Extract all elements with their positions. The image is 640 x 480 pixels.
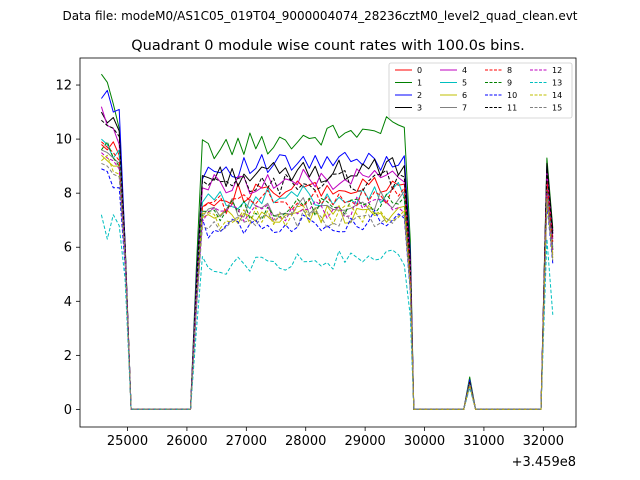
y-tick-label: 2 bbox=[64, 349, 72, 364]
x-tick-label: 31000 bbox=[463, 434, 504, 449]
legend-label-11: 11 bbox=[507, 104, 517, 113]
y-tick-label: 4 bbox=[64, 295, 72, 310]
legend-label-7: 7 bbox=[462, 104, 467, 113]
legend-label-3: 3 bbox=[417, 104, 422, 113]
x-offset-label: +3.459e8 bbox=[512, 455, 576, 470]
series-line-14 bbox=[101, 154, 554, 410]
series-line-11 bbox=[101, 119, 554, 410]
legend-label-15: 15 bbox=[552, 104, 562, 113]
legend-label-13: 13 bbox=[552, 79, 562, 88]
series-line-8 bbox=[101, 141, 554, 410]
legend-label-0: 0 bbox=[417, 66, 422, 75]
plot-area bbox=[80, 58, 576, 427]
y-tick-label: 10 bbox=[55, 133, 72, 148]
x-tick-label: 32000 bbox=[523, 434, 564, 449]
legend-label-8: 8 bbox=[507, 66, 512, 75]
x-tick-label: 29000 bbox=[344, 434, 385, 449]
legend-label-10: 10 bbox=[507, 91, 517, 100]
series-line-1 bbox=[100, 73, 554, 410]
series-line-3 bbox=[100, 111, 554, 410]
legend-label-6: 6 bbox=[462, 91, 467, 100]
y-axis: 0 2 4 6 8 10 12 bbox=[55, 79, 80, 418]
x-tick-label: 26000 bbox=[166, 434, 207, 449]
legend-label-5: 5 bbox=[462, 79, 467, 88]
legend-box bbox=[388, 62, 573, 119]
legend-label-14: 14 bbox=[552, 91, 562, 100]
series-lines bbox=[100, 73, 554, 410]
legend-label-1: 1 bbox=[417, 79, 422, 88]
legend-label-12: 12 bbox=[552, 66, 562, 75]
legend-label-2: 2 bbox=[417, 91, 422, 100]
data-file-suptitle: Data file: modeM0/AS1C05_019T04_90000040… bbox=[62, 9, 577, 23]
y-tick-label: 12 bbox=[55, 79, 72, 94]
chart-title: Quadrant 0 module wise count rates with … bbox=[131, 38, 525, 54]
x-tick-label: 27000 bbox=[226, 434, 267, 449]
series-line-15 bbox=[101, 162, 554, 410]
x-tick-label: 25000 bbox=[107, 434, 148, 449]
plot-frame bbox=[79, 57, 577, 428]
y-tick-label: 6 bbox=[64, 241, 72, 256]
series-line-13 bbox=[100, 214, 554, 410]
y-tick-label: 8 bbox=[64, 187, 72, 202]
x-tick-label: 30000 bbox=[404, 434, 445, 449]
y-tick-label: 0 bbox=[64, 403, 72, 418]
legend-label-4: 4 bbox=[462, 66, 467, 75]
x-tick-label: 28000 bbox=[285, 434, 326, 449]
x-axis: 25000 26000 27000 28000 29000 30000 31000 32000 bbox=[107, 427, 564, 449]
series-line-9 bbox=[100, 141, 554, 410]
legend-label-9: 9 bbox=[507, 79, 512, 88]
